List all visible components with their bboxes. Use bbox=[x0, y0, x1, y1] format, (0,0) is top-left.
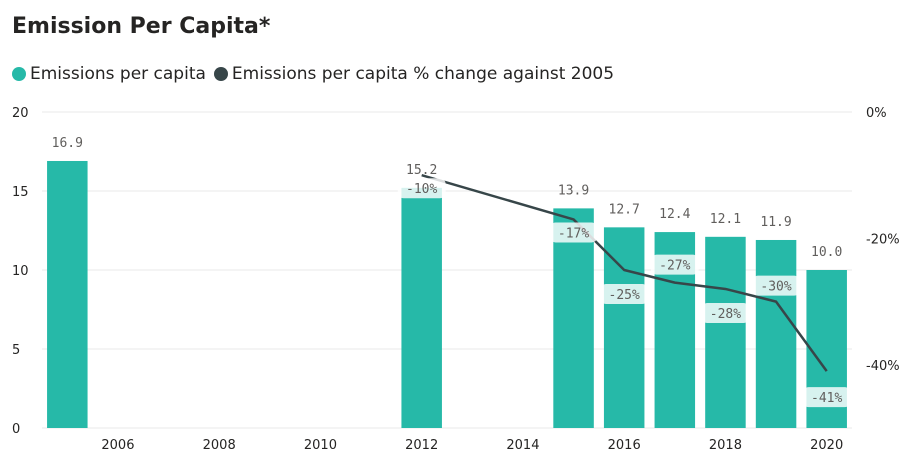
pct-label-2019: -30% bbox=[752, 275, 801, 296]
y-left-tick-0: 0 bbox=[12, 422, 20, 437]
pct-label-text-2017: -27% bbox=[659, 259, 690, 274]
pct-label-2017: -27% bbox=[650, 254, 699, 275]
y-left-tick-15: 15 bbox=[12, 185, 29, 200]
bar-2005 bbox=[47, 160, 88, 429]
legend-dot-pct-change bbox=[213, 67, 228, 81]
bar-label-2005: 16.9 bbox=[52, 136, 83, 151]
x-tick-2014: 2014 bbox=[506, 438, 539, 453]
pct-change-line bbox=[421, 173, 828, 372]
x-tick-2012: 2012 bbox=[405, 438, 438, 453]
bar-2015 bbox=[553, 208, 594, 428]
bar-2016 bbox=[603, 227, 645, 428]
legend-dot-emissions bbox=[12, 67, 26, 81]
bar-2018 bbox=[705, 236, 746, 428]
legend-label-emissions: Emissions per capita bbox=[30, 64, 206, 84]
pct-label-text-2012: -10% bbox=[406, 182, 437, 197]
pct-label-bg-2019 bbox=[752, 275, 801, 296]
bar-2019 bbox=[755, 239, 797, 428]
bar-label-2018: 12.1 bbox=[710, 212, 741, 227]
x-tick-2018: 2018 bbox=[709, 438, 742, 453]
bar-label-2012: 15.2 bbox=[406, 163, 437, 178]
bar-2012 bbox=[401, 187, 442, 428]
x-tick-2006: 2006 bbox=[101, 438, 134, 453]
bar-label-2016: 12.7 bbox=[609, 202, 640, 217]
y-left-tick-10: 10 bbox=[12, 264, 29, 279]
chart-title: Emission Per Capita* bbox=[12, 14, 271, 39]
pct-label-text-2015: -17% bbox=[558, 226, 589, 241]
pct-label-bg-2018 bbox=[701, 302, 750, 323]
y-right-tick--40pct: -40% bbox=[866, 359, 900, 374]
pct-label-bg-2016 bbox=[600, 284, 649, 304]
pct-label-2018: -28% bbox=[701, 302, 750, 323]
x-tick-2008: 2008 bbox=[203, 438, 236, 453]
x-tick-2010: 2010 bbox=[304, 438, 337, 453]
bar-label-2017: 12.4 bbox=[659, 207, 690, 222]
pct-label-2012: -10% bbox=[397, 178, 446, 199]
pct-label-text-2019: -30% bbox=[760, 280, 791, 295]
legend: Emissions per capita Emissions per capit… bbox=[12, 64, 622, 84]
pct-label-text-2018: -28% bbox=[710, 307, 741, 322]
pct-label-bg-2020 bbox=[802, 387, 851, 408]
y-left-tick-20: 20 bbox=[12, 106, 29, 121]
pct-label-bg-2015 bbox=[549, 222, 598, 243]
pct-label-bg-2012 bbox=[397, 178, 446, 199]
y-left-tick-5: 5 bbox=[12, 343, 20, 358]
legend-item-pct-change[interactable]: Emissions per capita % change against 20… bbox=[213, 64, 615, 84]
x-tick-2020: 2020 bbox=[810, 438, 843, 453]
bar-label-2015: 13.9 bbox=[558, 183, 589, 198]
bar-label-2020: 10.0 bbox=[811, 245, 842, 260]
bar-label-2019: 11.9 bbox=[760, 215, 791, 230]
legend-item-emissions[interactable]: Emissions per capita bbox=[12, 64, 206, 84]
pct-label-2016: -25% bbox=[600, 284, 649, 304]
x-tick-2016: 2016 bbox=[608, 438, 641, 453]
y-right-tick--20pct: -20% bbox=[866, 232, 900, 247]
legend-label-pct-change: Emissions per capita % change against 20… bbox=[231, 64, 615, 84]
y-right-tick-0pct: 0% bbox=[866, 106, 887, 121]
pct-label-2015: -17% bbox=[549, 222, 598, 243]
pct-label-text-2020: -41% bbox=[811, 391, 842, 406]
pct-label-2020: -41% bbox=[802, 387, 851, 408]
pct-label-text-2016: -25% bbox=[609, 288, 640, 303]
pct-label-bg-2017 bbox=[650, 254, 699, 275]
